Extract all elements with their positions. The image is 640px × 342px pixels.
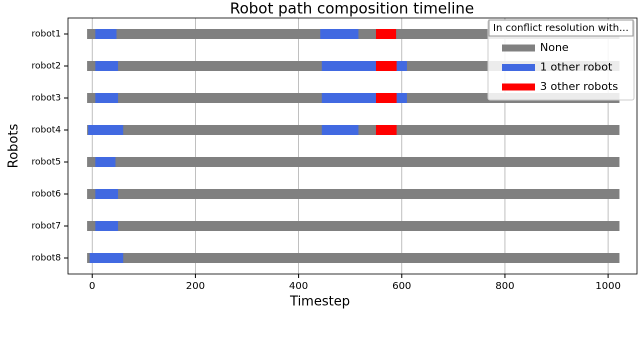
y-tick-label: robot3 [32, 94, 61, 104]
chart-title: Robot path composition timeline [230, 0, 474, 18]
x-tick-label: 800 [495, 281, 514, 292]
x-tick-label: 400 [289, 281, 308, 292]
segment [89, 253, 124, 263]
segment [95, 221, 119, 231]
x-tick-label: 600 [392, 281, 411, 292]
legend-label: 1 other robot [540, 61, 613, 74]
legend-swatch [502, 83, 535, 91]
x-tick-label: 0 [89, 281, 95, 292]
plot-frame [67, 17, 638, 275]
segment [321, 125, 359, 135]
segment [321, 61, 376, 71]
segment [396, 93, 407, 103]
x-tick-label: 200 [186, 281, 205, 292]
y-tick-label: robot5 [32, 158, 61, 168]
segment [95, 189, 119, 199]
segment [95, 93, 119, 103]
segment [87, 221, 620, 231]
segment [375, 29, 397, 39]
legend-label: 3 other robots [540, 80, 618, 93]
segment [95, 29, 117, 39]
y-tick-label: robot4 [32, 126, 62, 136]
x-tick-label: 1000 [595, 281, 620, 292]
x-axis-label: Timestep [289, 295, 350, 310]
y-tick-label: robot1 [32, 30, 61, 40]
segment [87, 253, 620, 263]
segment [375, 61, 397, 71]
legend-swatch [502, 44, 535, 52]
segment [95, 157, 116, 167]
segment [87, 189, 620, 199]
y-tick-label: robot8 [32, 254, 62, 264]
segment [87, 157, 620, 167]
legend-label: None [540, 41, 569, 54]
segment [375, 125, 397, 135]
segment [320, 29, 359, 39]
segment [396, 61, 407, 71]
y-axis-label: Robots [7, 124, 22, 169]
segment [321, 93, 376, 103]
segment [95, 61, 119, 71]
legend-title-box [488, 19, 634, 37]
y-tick-label: robot7 [32, 222, 61, 232]
legend-swatch [502, 64, 535, 71]
segment [88, 125, 124, 135]
segment [375, 93, 397, 103]
legend-title: In conflict resolution with... [493, 23, 629, 34]
y-tick-label: robot2 [32, 62, 61, 72]
y-tick-label: robot6 [32, 190, 62, 200]
